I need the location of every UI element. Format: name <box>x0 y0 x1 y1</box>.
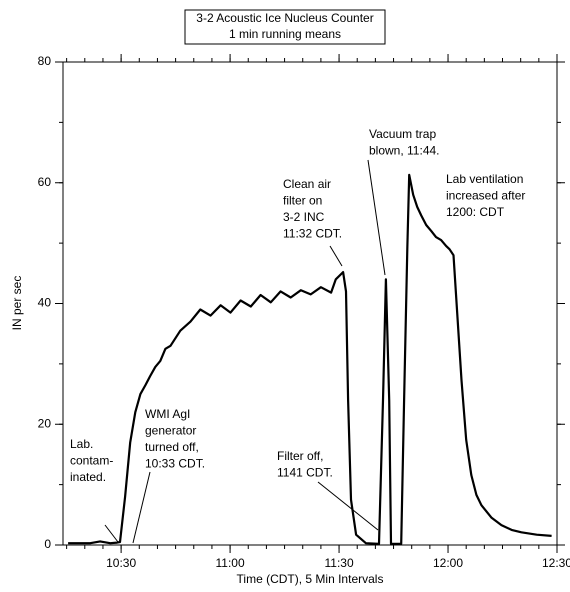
annotation: 11:32 CDT. <box>283 227 342 241</box>
annotation: 10:33 CDT. <box>145 457 205 471</box>
annotation: 1200: CDT <box>446 205 505 219</box>
chart-title: 3-2 Acoustic Ice Nucleus Counter <box>196 11 373 25</box>
annotation: WMI AgI <box>145 407 190 421</box>
annotation: turned off, <box>145 440 199 454</box>
y-axis-label: IN per sec <box>10 276 24 331</box>
y-tick-label: 0 <box>44 537 51 551</box>
annotation: Vacuum trap <box>369 127 436 141</box>
arrow <box>367 159 386 276</box>
chart-subtitle: 1 min running means <box>229 27 341 41</box>
annotation: Lab ventilation <box>446 172 523 186</box>
x-axis-label: Time (CDT), 5 Min Intervals <box>237 572 384 586</box>
y-tick-label: 60 <box>38 175 52 189</box>
y-tick-label: 80 <box>38 54 52 68</box>
annotation: Lab. <box>70 437 93 451</box>
annotation: inated. <box>70 470 106 484</box>
annotation: blown, 11:44. <box>369 144 440 158</box>
x-tick-label: 12:30 <box>542 556 570 570</box>
arrow <box>132 471 151 544</box>
annotation: Filter off, <box>277 449 323 463</box>
x-tick-label: 12:00 <box>433 556 463 570</box>
x-tick-label: 11:30 <box>324 556 353 570</box>
annotation: generator <box>145 424 196 438</box>
annotation: contam- <box>70 454 113 468</box>
annotation: 3-2 INC <box>283 210 325 224</box>
arrow <box>317 481 379 531</box>
y-tick-label: 40 <box>38 296 52 310</box>
annotation: filter on <box>283 194 322 208</box>
title-box <box>184 9 386 45</box>
arrow <box>104 524 119 543</box>
arrow <box>329 245 343 267</box>
annotation: increased after <box>446 189 525 203</box>
annotation: Clean air <box>283 177 331 191</box>
x-tick-label: 11:00 <box>216 556 245 570</box>
data-line <box>68 173 552 545</box>
annotation-arrows <box>104 159 386 544</box>
annotation: 1141 CDT. <box>277 466 333 480</box>
x-tick-label: 10:30 <box>106 556 136 570</box>
y-tick-label: 20 <box>38 416 52 430</box>
